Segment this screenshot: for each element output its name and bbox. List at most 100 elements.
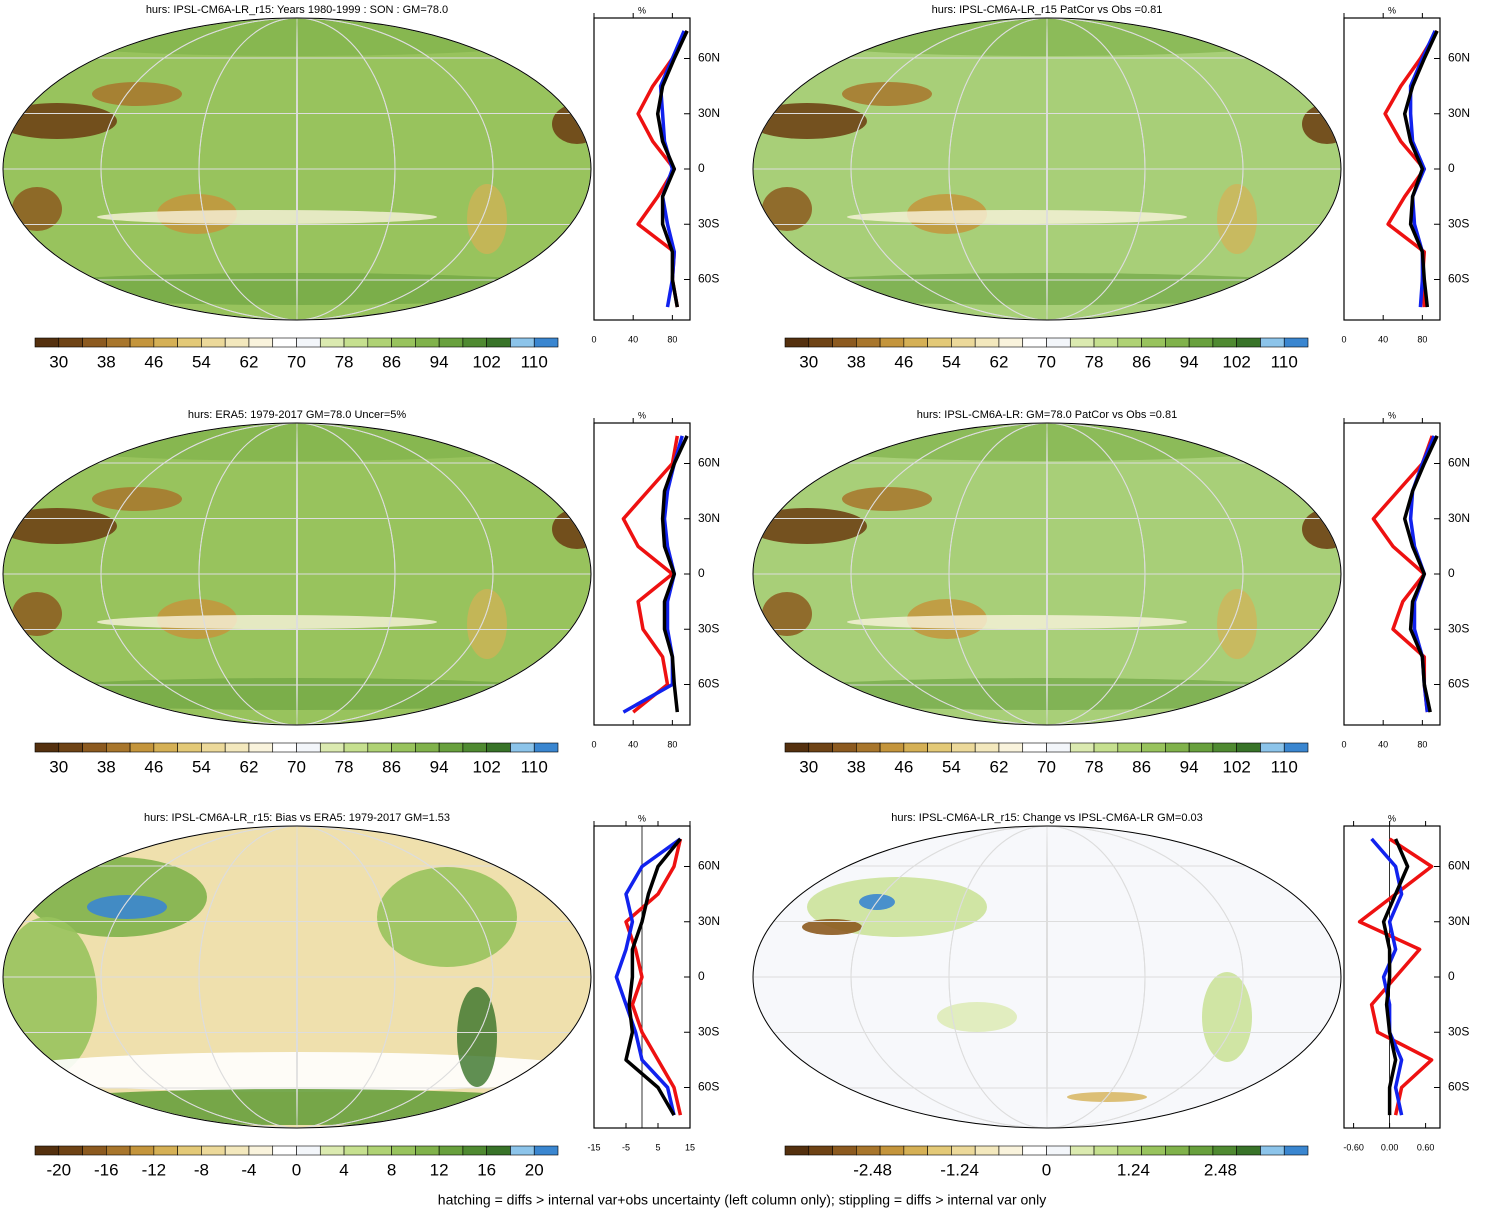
map-meridian bbox=[100, 826, 494, 1128]
map-feature bbox=[12, 187, 62, 231]
colorbar-box bbox=[951, 1145, 976, 1156]
colorbar-box bbox=[1141, 742, 1166, 753]
colorbar-label: 54 bbox=[192, 757, 211, 776]
colorbar-box bbox=[367, 1145, 392, 1156]
colorbar-box bbox=[1093, 1145, 1119, 1156]
map-meridian bbox=[850, 423, 1244, 725]
colorbar-box bbox=[367, 337, 392, 348]
colorbar-box bbox=[879, 742, 905, 753]
x-tick-label: 80 bbox=[1417, 739, 1427, 749]
colorbar-label: 46 bbox=[894, 352, 913, 371]
footnote: hatching = diffs > internal var+obs unce… bbox=[438, 1192, 1046, 1208]
y-tick-label: 0 bbox=[1448, 566, 1455, 580]
map bbox=[2, 825, 592, 1129]
colorbar-box bbox=[903, 337, 928, 348]
x-tick-label: 0 bbox=[1341, 739, 1346, 749]
map-feature bbox=[3, 273, 591, 305]
x-tick-label: 80 bbox=[1417, 334, 1427, 344]
colorbar-box bbox=[1283, 337, 1309, 348]
colorbar-label: 30 bbox=[49, 352, 68, 371]
colorbar-box bbox=[903, 742, 928, 753]
panel-title: hurs: IPSL-CM6A-LR_r15: Change vs IPSL-C… bbox=[891, 812, 1203, 824]
x-tick-label: 40 bbox=[1378, 334, 1388, 344]
colorbar-box bbox=[903, 1145, 928, 1156]
x-tick-label: 0 bbox=[1341, 334, 1346, 344]
y-tick-label: 60N bbox=[698, 51, 720, 65]
colorbar-box bbox=[1165, 337, 1190, 348]
panel-title: hurs: IPSL-CM6A-LR_r15: Years 1980-1999 … bbox=[146, 4, 448, 16]
colorbar-label: 94 bbox=[1180, 352, 1199, 371]
y-tick-label: 60N bbox=[1448, 51, 1470, 65]
y-tick-label: 30N bbox=[1448, 106, 1470, 120]
colorbar-box bbox=[201, 1145, 226, 1156]
colorbar-box bbox=[808, 1145, 833, 1156]
map-meridian bbox=[948, 18, 1146, 320]
y-tick-label: 30N bbox=[698, 511, 720, 525]
y-tick-label: 60S bbox=[698, 677, 719, 691]
colorbar-box bbox=[856, 337, 881, 348]
colorbar-box bbox=[296, 1145, 321, 1156]
colorbar-box bbox=[784, 742, 810, 753]
colorbar-box bbox=[296, 337, 321, 348]
colorbar-label: 20 bbox=[525, 1160, 544, 1179]
map-feature bbox=[3, 1052, 591, 1092]
colorbar-box bbox=[1212, 742, 1237, 753]
colorbar-label: 62 bbox=[239, 352, 258, 371]
colorbar-box bbox=[248, 1145, 274, 1156]
map-feature bbox=[87, 895, 167, 919]
map-meridian bbox=[1046, 18, 1048, 320]
colorbar-box bbox=[533, 1145, 559, 1156]
colorbar-box bbox=[438, 742, 464, 753]
profile-line bbox=[624, 838, 683, 1116]
colorbar-box bbox=[856, 742, 881, 753]
colorbar-box bbox=[808, 742, 833, 753]
map-meridian bbox=[100, 423, 494, 725]
panel-title: hurs: IPSL-CM6A-LR: GM=78.0 PatCor vs Ob… bbox=[917, 409, 1177, 421]
y-tick-label: 0 bbox=[698, 969, 705, 983]
colorbar-box bbox=[951, 337, 976, 348]
colorbar-box bbox=[510, 742, 535, 753]
y-tick-label: 0 bbox=[698, 566, 705, 580]
colorbar-box bbox=[1165, 742, 1190, 753]
map-feature bbox=[12, 592, 62, 636]
map-feature bbox=[1202, 972, 1252, 1062]
colorbar-label: 0 bbox=[1042, 1160, 1051, 1179]
colorbar-box bbox=[367, 742, 392, 753]
map-meridian bbox=[296, 826, 298, 1128]
colorbar-label: 78 bbox=[335, 352, 354, 371]
colorbar-label: 110 bbox=[1271, 757, 1298, 776]
colorbar-box bbox=[82, 337, 107, 348]
map-feature bbox=[3, 678, 591, 710]
colorbar-box bbox=[1236, 742, 1261, 753]
colorbar-box bbox=[927, 337, 952, 348]
map bbox=[752, 825, 1342, 1129]
y-tick-label: 60S bbox=[1448, 272, 1469, 286]
colorbar-label: 78 bbox=[1085, 757, 1104, 776]
colorbar-label: 78 bbox=[1085, 352, 1104, 371]
colorbar-box bbox=[177, 1145, 202, 1156]
colorbar-box bbox=[1283, 742, 1309, 753]
colorbar-box bbox=[1022, 742, 1047, 753]
colorbar-label: 102 bbox=[1222, 352, 1250, 371]
map-feature bbox=[467, 184, 507, 254]
colorbar-box bbox=[486, 1145, 511, 1156]
y-tick-label: 60S bbox=[698, 272, 719, 286]
colorbar-box bbox=[974, 1145, 1000, 1156]
colorbar-box bbox=[34, 337, 60, 348]
x-tick-label: 40 bbox=[628, 739, 638, 749]
map-feature bbox=[753, 508, 867, 544]
map-feature bbox=[97, 615, 437, 629]
colorbar-box bbox=[201, 337, 226, 348]
x-axis-label: % bbox=[638, 5, 646, 15]
colorbar-box bbox=[177, 337, 202, 348]
profile-line bbox=[624, 837, 682, 1116]
colorbar-box bbox=[832, 742, 857, 753]
map-outline bbox=[752, 825, 1342, 1129]
colorbar-box bbox=[177, 742, 202, 753]
colorbar-box bbox=[1117, 742, 1142, 753]
profile-line bbox=[660, 435, 689, 713]
x-tick-label: -0.60 bbox=[1343, 1142, 1364, 1152]
y-tick-label: 60N bbox=[698, 456, 720, 470]
profile-line bbox=[614, 837, 682, 1116]
map bbox=[752, 422, 1342, 726]
